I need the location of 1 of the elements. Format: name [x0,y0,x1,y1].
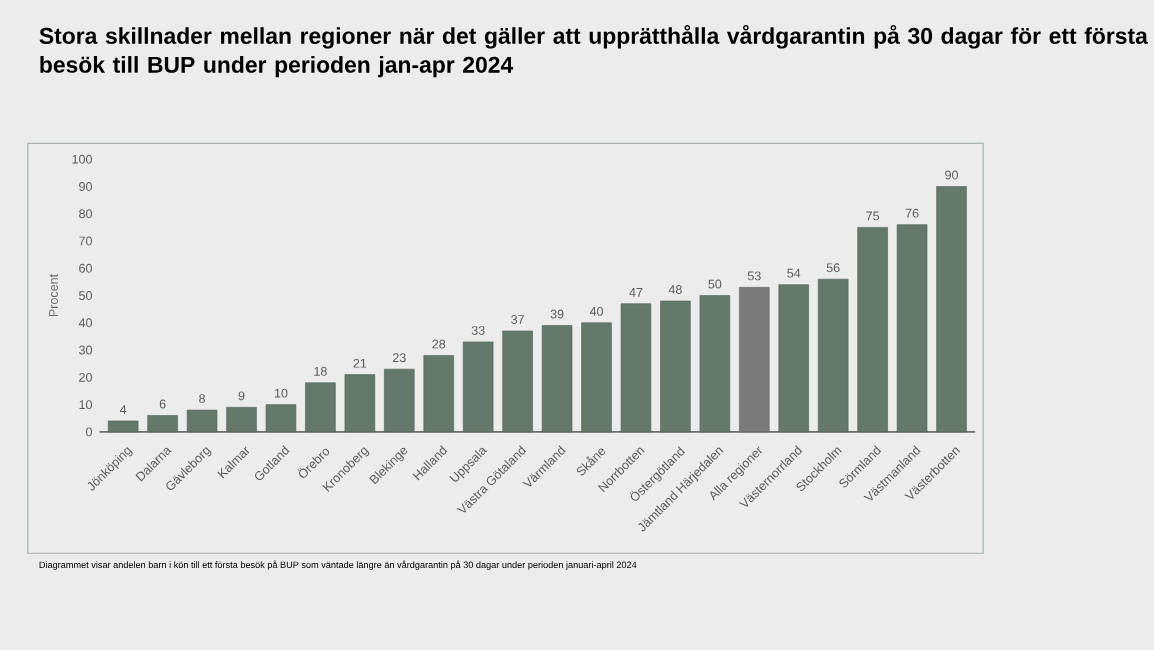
chart-title: Stora skillnader mellan regioner när det gäller att upprätthålla vårdgarantin på 30 dagar för ett första besök till BUP under perioden jan-apr 2024 [39,24,1148,77]
